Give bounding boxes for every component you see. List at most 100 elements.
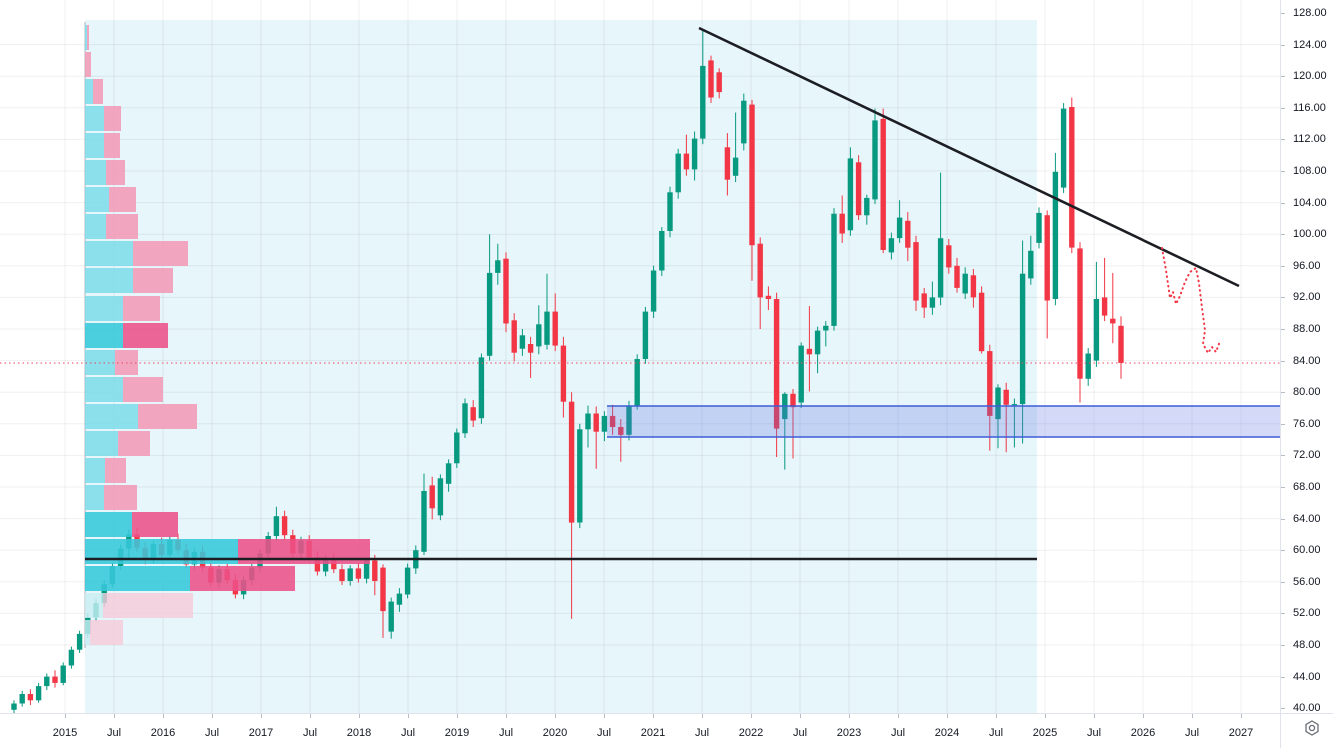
- time-axis-label: 2018: [346, 727, 372, 739]
- price-axis-tick: [1281, 518, 1285, 520]
- price-axis-label: 76.00: [1293, 417, 1321, 430]
- time-axis-tick: [1241, 714, 1242, 718]
- price-axis-tick: [1281, 676, 1285, 678]
- price-axis-label: 100.00: [1293, 228, 1327, 241]
- time-axis-label: Jul: [792, 727, 808, 739]
- time-axis-label: Jul: [400, 727, 416, 739]
- time-axis-tick: [1094, 714, 1095, 718]
- price-axis-tick: [1281, 392, 1285, 394]
- price-axis-tick: [1281, 13, 1285, 14]
- price-axis-tick: [1281, 487, 1285, 488]
- price-axis-label: 120.00: [1293, 70, 1327, 83]
- price-axis-label: 112.00: [1293, 133, 1326, 146]
- price-axis-tick: [1281, 139, 1285, 141]
- time-axis-label: 2027: [1228, 727, 1254, 739]
- price-axis-tick: [1281, 107, 1285, 109]
- time-axis-label: 2025: [1032, 727, 1058, 739]
- time-axis-label: Jul: [1184, 727, 1200, 739]
- axis-corner: [1280, 713, 1333, 748]
- time-axis-tick: [1143, 714, 1144, 718]
- time-axis-label: Jul: [1086, 727, 1102, 739]
- price-axis-tick: [1281, 171, 1285, 172]
- time-axis-tick: [604, 714, 605, 718]
- time-axis-label: 2023: [836, 727, 862, 739]
- time-axis-label: 2016: [150, 727, 176, 739]
- price-axis-label: 104.00: [1293, 196, 1327, 209]
- price-axis-label: 80.00: [1293, 386, 1321, 399]
- time-axis-label: 2015: [52, 727, 78, 739]
- time-axis-label: 2024: [934, 727, 960, 739]
- price-axis-tick: [1281, 76, 1285, 78]
- time-axis-tick: [702, 714, 703, 718]
- time-axis-tick: [359, 714, 360, 718]
- demand-zone[interactable]: [607, 405, 1280, 438]
- time-axis-tick: [261, 714, 262, 718]
- instrument-settings-icon[interactable]: [1281, 714, 1333, 748]
- time-axis-label: Jul: [890, 727, 906, 739]
- price-axis-label: 88.00: [1293, 323, 1321, 335]
- time-axis-tick: [751, 714, 752, 718]
- candlestick-series: [11, 29, 1124, 713]
- time-axis-label: 2026: [1130, 727, 1156, 739]
- time-axis-tick: [310, 714, 311, 718]
- price-axis-label: 44.00: [1293, 670, 1321, 683]
- time-axis-tick: [457, 714, 458, 718]
- time-axis-tick: [555, 714, 556, 718]
- time-axis-tick: [65, 714, 66, 718]
- price-axis-tick: [1281, 297, 1285, 299]
- time-axis-tick: [114, 714, 115, 718]
- projection-path[interactable]: [1161, 247, 1221, 354]
- price-axis-tick: [1281, 613, 1285, 615]
- price-axis-tick: [1281, 708, 1285, 710]
- time-axis-tick: [947, 714, 948, 718]
- price-axis-tick: [1281, 581, 1285, 583]
- price-axis-label: 48.00: [1293, 639, 1321, 651]
- price-axis-label: 56.00: [1293, 575, 1321, 588]
- price-axis-label: 40.00: [1293, 702, 1321, 715]
- price-axis-tick: [1281, 455, 1285, 457]
- time-axis-tick: [800, 714, 801, 718]
- time-axis-label: 2022: [738, 727, 764, 739]
- time-axis-tick: [212, 714, 213, 718]
- price-axis-tick: [1281, 645, 1285, 646]
- price-axis-tick: [1281, 550, 1285, 552]
- time-axis-label: Jul: [694, 727, 710, 739]
- price-axis-label: 72.00: [1293, 449, 1321, 462]
- price-axis[interactable]: 128.00 124.00 120.00 116.00 112.00 108.00 104.…: [1280, 0, 1333, 715]
- trendline[interactable]: [698, 26, 1240, 288]
- time-axis-label: Jul: [988, 727, 1004, 739]
- price-axis-label: 52.00: [1293, 607, 1321, 620]
- price-axis-label: 96.00: [1293, 259, 1321, 272]
- price-axis-label: 128.00: [1293, 7, 1327, 19]
- time-axis-label: 2019: [444, 727, 470, 739]
- price-axis-tick: [1281, 423, 1285, 425]
- time-axis-tick: [849, 714, 850, 718]
- time-axis-label: Jul: [204, 727, 220, 739]
- price-axis-label: 124.00: [1293, 38, 1327, 51]
- time-axis[interactable]: 2015 Jul 2016 Jul 2017 Jul 2018 Jul 2019 Jul 2020 J…: [0, 713, 1280, 748]
- price-axis-label: 108.00: [1293, 165, 1327, 177]
- time-axis-label: Jul: [106, 727, 122, 739]
- time-axis-label: Jul: [596, 727, 612, 739]
- time-axis-tick: [653, 714, 654, 718]
- price-axis-tick: [1281, 265, 1285, 267]
- time-axis-label: Jul: [498, 727, 514, 739]
- price-axis-tick: [1281, 360, 1285, 362]
- time-axis-tick: [996, 714, 997, 718]
- price-axis-label: 116.00: [1293, 101, 1326, 114]
- price-axis-label: 68.00: [1293, 481, 1321, 493]
- time-axis-label: Jul: [302, 727, 318, 739]
- price-axis-tick: [1281, 44, 1285, 46]
- time-axis-label: 2020: [542, 727, 568, 739]
- time-axis-label: 2021: [640, 727, 666, 739]
- price-axis-label: 84.00: [1293, 354, 1321, 367]
- chart-canvas[interactable]: [0, 0, 1280, 713]
- time-axis-tick: [898, 714, 899, 718]
- price-axis-tick: [1281, 202, 1285, 204]
- time-axis-tick: [163, 714, 164, 718]
- time-axis-label: 2017: [248, 727, 274, 739]
- price-axis-label: 60.00: [1293, 544, 1321, 557]
- time-axis-tick: [1045, 714, 1046, 718]
- price-axis-label: 92.00: [1293, 291, 1321, 304]
